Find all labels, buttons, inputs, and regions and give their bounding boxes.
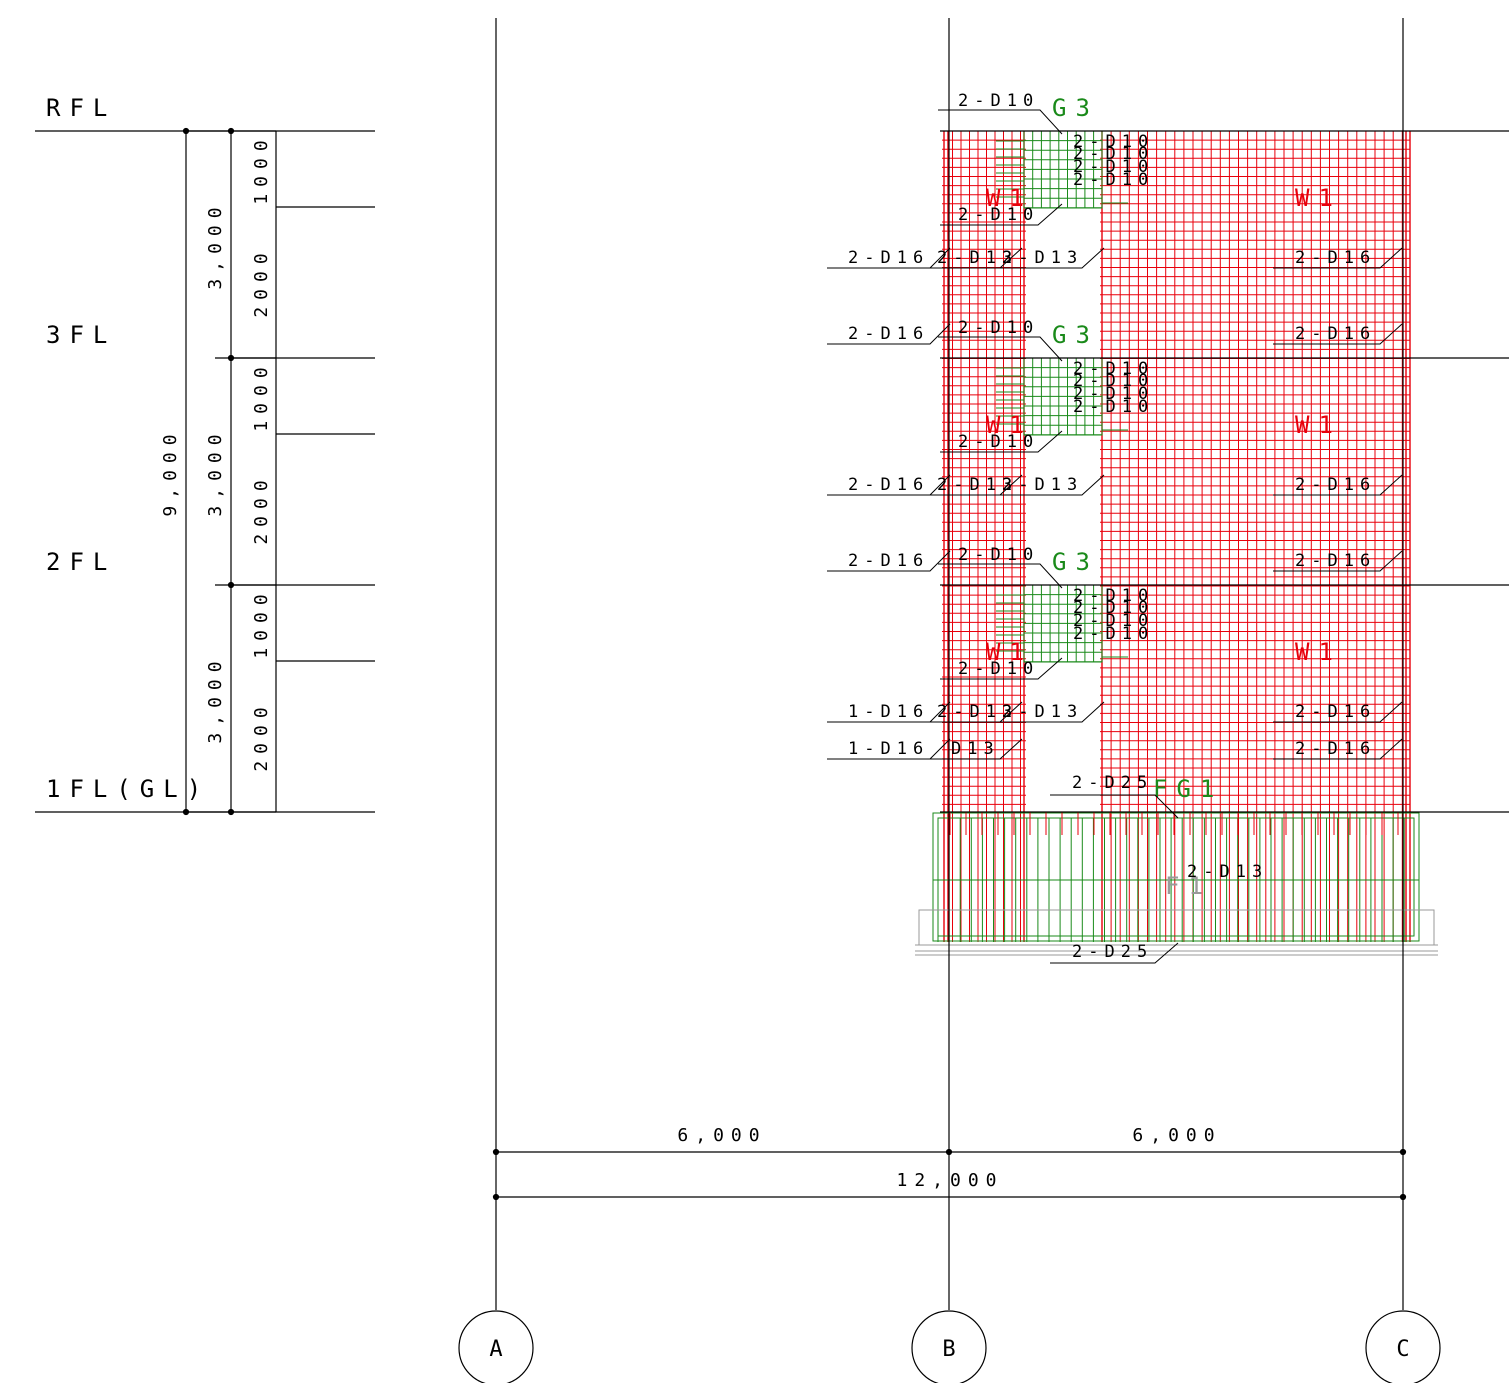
rebar-label-wall-l1-b: 1-D16 — [848, 739, 929, 759]
rebar-label-wall-r3-top: 2-D16 — [1295, 324, 1376, 344]
dim-sub-6: 2000 — [251, 700, 272, 771]
foundation-beam-label-fg1: FG1 — [1153, 775, 1223, 803]
beam-label-g3-rfl: G3 — [1052, 94, 1099, 122]
rebar-label-g3-2fl-bottom: 2-D10 — [958, 659, 1039, 679]
dim-span-total: 12,000 — [896, 1170, 1003, 1191]
rebar-label-d13-m2: 2-D13 — [1002, 475, 1083, 495]
level-label-3fl: 3FL — [46, 321, 116, 349]
rebar-stack-2fl: 2-D10 2-D10 2-D10 2-D10 — [1073, 586, 1154, 644]
beam-label-g3-3fl: G3 — [1052, 321, 1099, 349]
beam-label-g3-2fl: G3 — [1052, 548, 1099, 576]
dim-story-2: 3,000 — [205, 427, 226, 516]
dim-sub-2: 2000 — [251, 246, 272, 317]
rebar-label-wall-r1-a: 2-D16 — [1295, 702, 1376, 722]
rebar-label-wall-r1-b: 2-D16 — [1295, 739, 1376, 759]
rebar-stack-2fl-4: 2-D10 — [1073, 624, 1154, 644]
dim-story-1: 3,000 — [205, 654, 226, 743]
rebar-label-wall-r2-top: 2-D16 — [1295, 551, 1376, 571]
rebar-stack-3fl: 2-D10 2-D10 2-D10 2-D10 — [1073, 359, 1154, 417]
axis-lines — [496, 18, 1403, 1310]
rebar-stack-rfl-4: 2-D10 — [1073, 170, 1154, 190]
rebar-label-g3-2fl-top: 2-D10 — [958, 545, 1039, 565]
rebar-label-g3-3fl-bottom: 2-D10 — [958, 432, 1039, 452]
wall-label-w1-right-1: W1 — [1295, 638, 1342, 666]
rebar-label-wall-r2-a: 2-D16 — [1295, 475, 1376, 495]
rebar-label-d13-l1-b: D13 — [951, 739, 1000, 759]
rebar-label-d13-m3: 2-D13 — [1002, 248, 1083, 268]
rebar-label-d13-m1: 2-D13 — [1002, 702, 1083, 722]
rebar-label-wall-l1-a: 1-D16 — [848, 702, 929, 722]
dim-sub-5: 1000 — [251, 587, 272, 658]
axis-label-b: B — [942, 1337, 955, 1362]
axis-label-c: C — [1396, 1337, 1409, 1362]
dim-story-3: 3,000 — [205, 200, 226, 289]
level-label-1fl: 1FL(GL) — [46, 775, 210, 803]
dim-total-height: 9,000 — [160, 427, 181, 516]
level-label-2fl: 2FL — [46, 548, 116, 576]
rebar-stack-rfl: 2-D10 2-D10 2-D10 2-D10 — [1073, 132, 1154, 190]
rebar-label-g3-rfl-top: 2-D10 — [958, 91, 1039, 111]
rebar-stack-3fl-4: 2-D10 — [1073, 397, 1154, 417]
dim-sub-4: 2000 — [251, 473, 272, 544]
wall-label-w1-right-3: W1 — [1295, 184, 1342, 212]
level-label-rfl: RFL — [46, 94, 116, 122]
rebar-label-wall-l3-a: 2-D16 — [848, 248, 929, 268]
rebar-label-f1-mid: 2-D13 — [1187, 862, 1268, 882]
rebar-label-g3-3fl-top: 2-D10 — [958, 318, 1039, 338]
dim-sub-1: 1000 — [251, 133, 272, 204]
dim-span-right: 6,000 — [1132, 1125, 1221, 1146]
dim-sub-3: 1000 — [251, 360, 272, 431]
axis-label-a: A — [489, 1337, 502, 1362]
rebar-label-wall-r3-a: 2-D16 — [1295, 248, 1376, 268]
wall-label-w1-right-2: W1 — [1295, 411, 1342, 439]
dim-span-left: 6,000 — [677, 1125, 766, 1146]
rebar-label-wall-l2-a: 2-D16 — [848, 475, 929, 495]
rebar-label-wall-l2-top: 2-D16 — [848, 551, 929, 571]
rebar-label-wall-l3-top: 2-D16 — [848, 324, 929, 344]
rebar-label-fg1-bottom: 2-D25 — [1072, 942, 1153, 962]
rebar-label-g3-rfl-bottom: 2-D10 — [958, 205, 1039, 225]
rebar-label-fg1-top: 2-D25 — [1072, 773, 1153, 793]
